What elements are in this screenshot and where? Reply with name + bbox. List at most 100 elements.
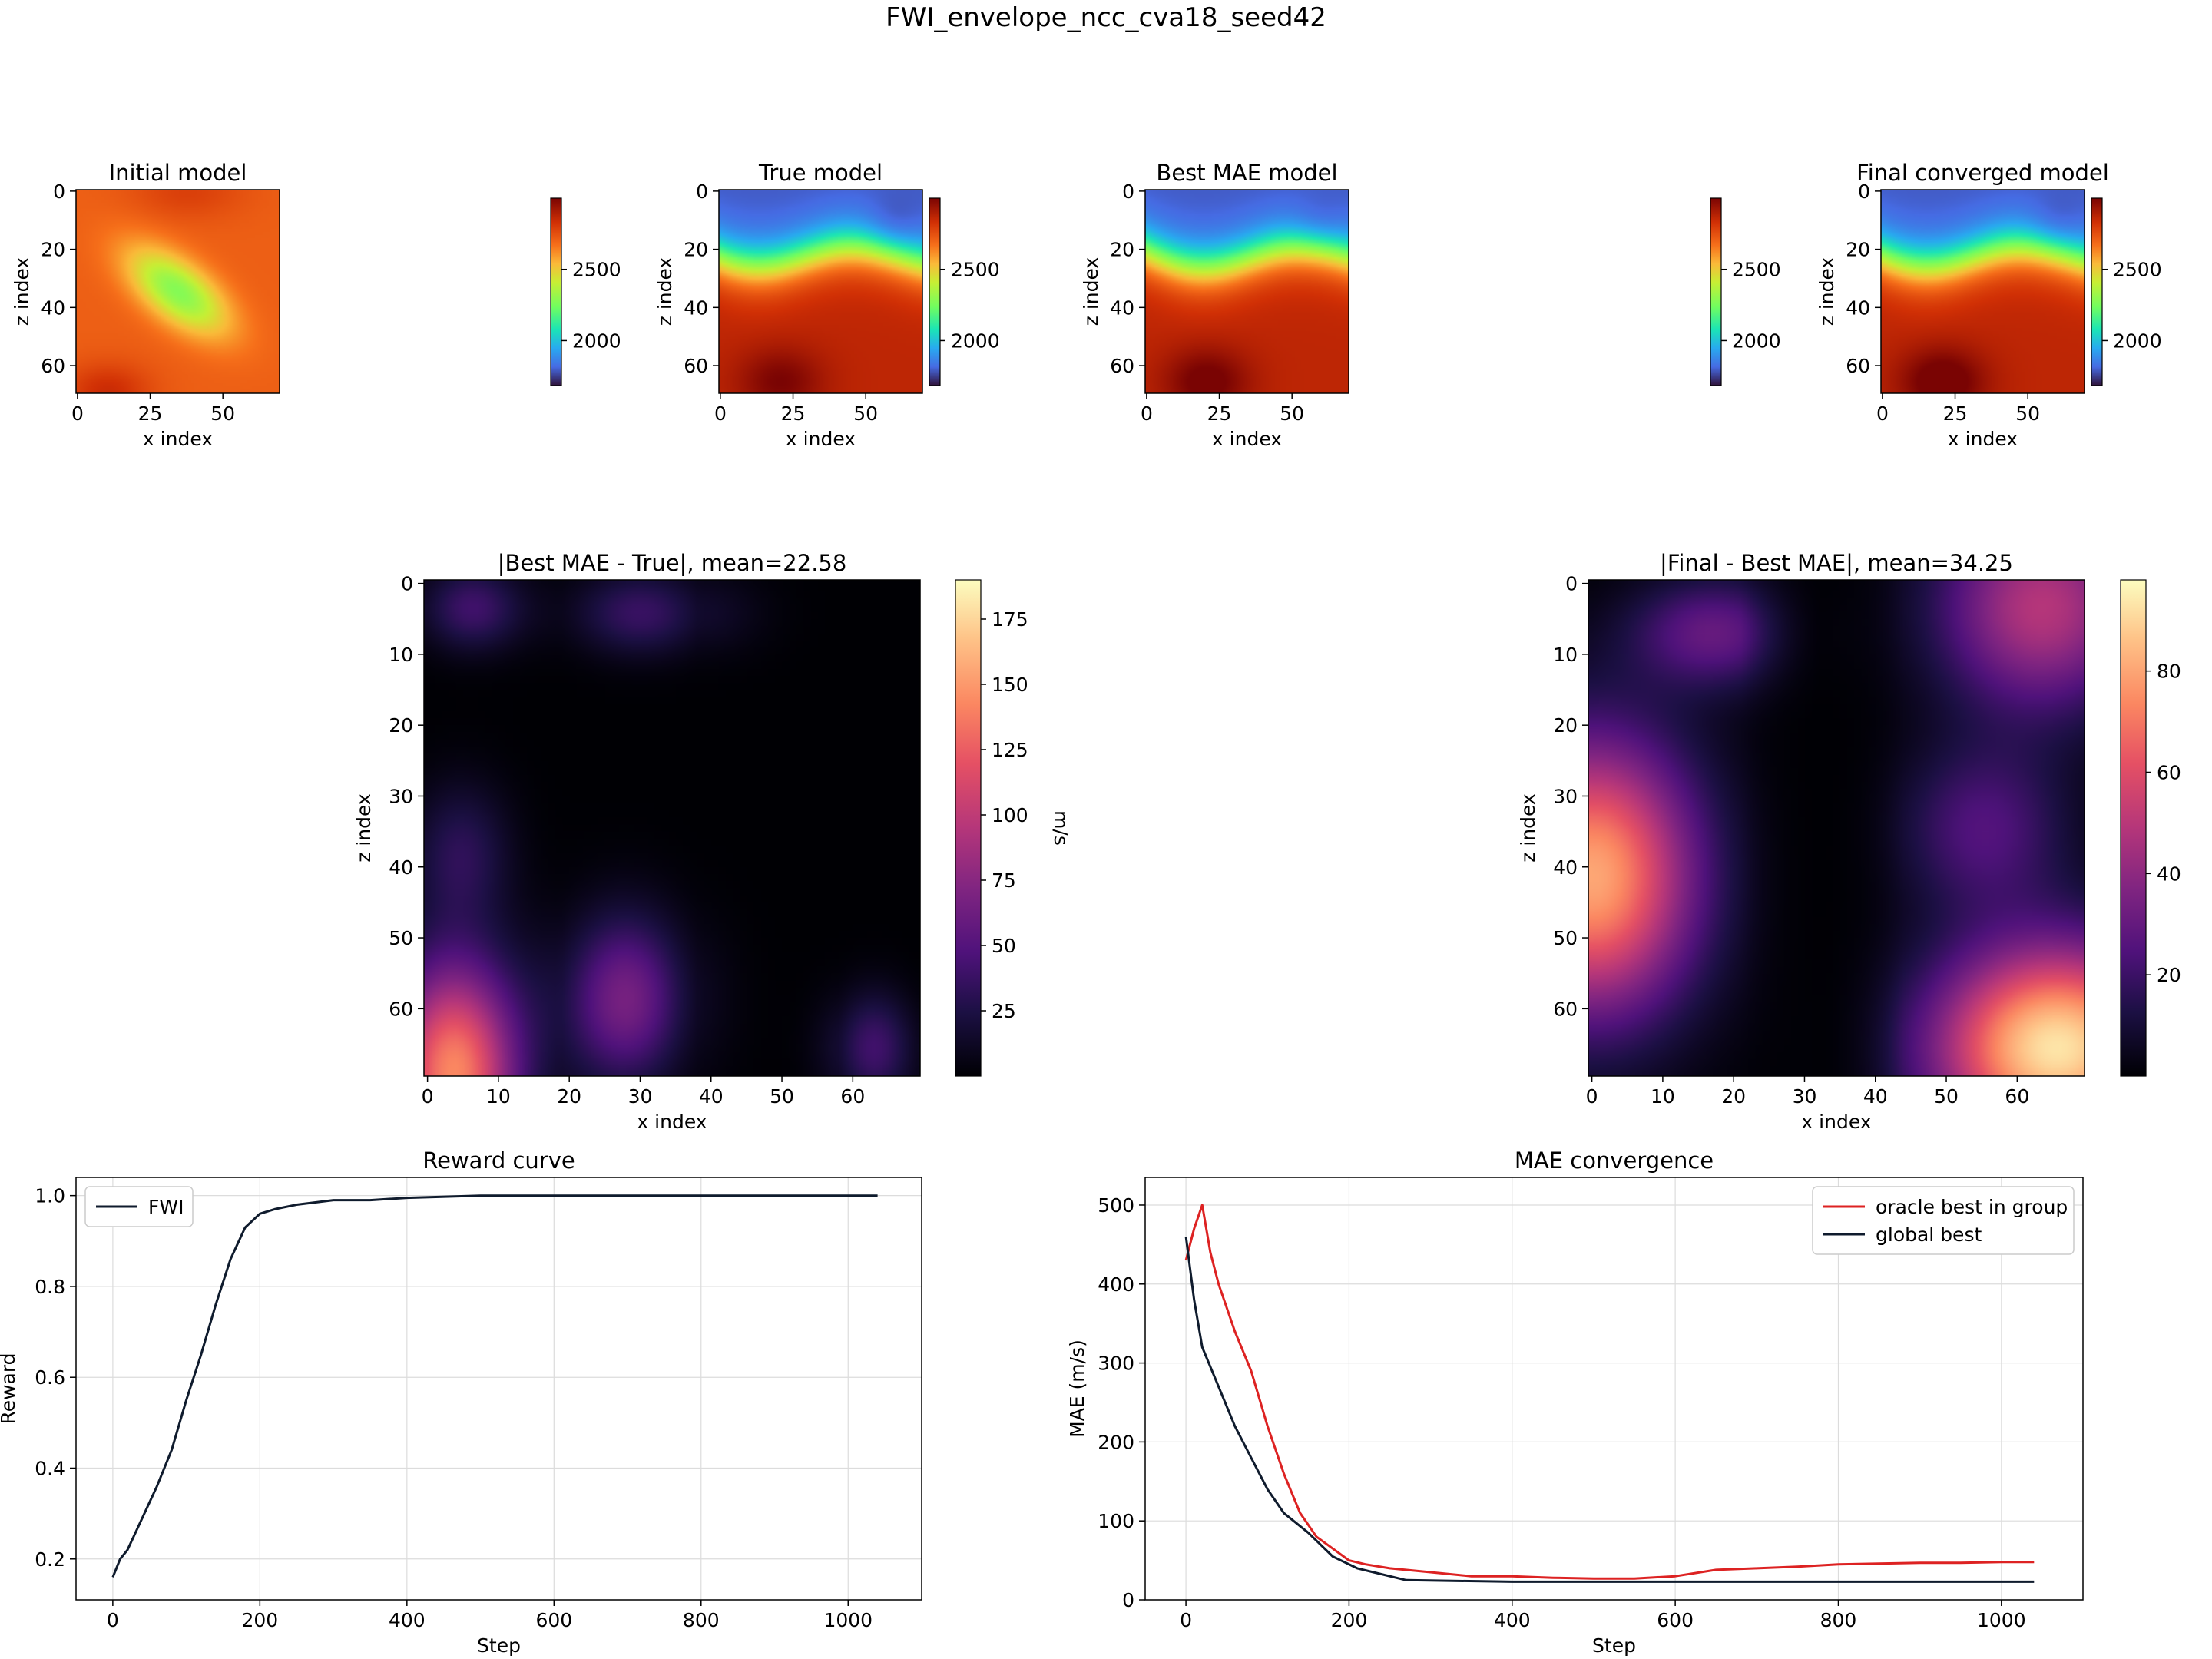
legend: FWI (84, 1186, 194, 1227)
colorbar-tick-label: 80 (2157, 661, 2181, 683)
x-tick-label: 1000 (823, 1609, 873, 1631)
colorbar (955, 579, 982, 1077)
y-axis-label: z index (353, 793, 375, 862)
x-tick-label: 25 (138, 402, 163, 425)
plot-frame (423, 579, 921, 1077)
y-tick-label: 400 (1098, 1273, 1134, 1296)
plot-frame (75, 1177, 922, 1601)
y-tick-label: 60 (1846, 355, 1870, 377)
x-tick-label: 30 (1793, 1085, 1817, 1108)
x-axis-label: x index (1801, 1111, 1871, 1133)
x-tick-label: 50 (1934, 1085, 1959, 1108)
series-line-0 (1184, 1204, 2035, 1580)
y-axis-label: z index (1517, 793, 1539, 862)
x-axis-label: x index (143, 428, 213, 450)
y-tick-label: 40 (1110, 296, 1134, 319)
heatmap-image (1881, 190, 2085, 393)
y-tick-label: 10 (389, 644, 413, 666)
x-tick-label: 0 (1141, 402, 1153, 425)
x-tick-label: 600 (1657, 1609, 1694, 1631)
colorbar-tick-label: 50 (992, 935, 1016, 957)
x-tick-label: 800 (1820, 1609, 1857, 1631)
legend-box (1812, 1186, 2075, 1255)
y-tick-label: 20 (1110, 239, 1134, 261)
y-tick-label: 0 (53, 180, 65, 203)
legend-label: oracle best in group (1876, 1196, 2068, 1218)
y-tick-label: 30 (1553, 785, 1578, 807)
y-tick-label: 0.4 (35, 1457, 65, 1479)
x-tick-label: 0 (1876, 402, 1889, 425)
colorbar-tick-label: 2000 (951, 329, 1000, 352)
plot-frame (1144, 1177, 2084, 1601)
y-tick-label: 0 (401, 573, 413, 595)
legend-box (84, 1186, 194, 1227)
y-tick-label: 40 (1553, 856, 1578, 879)
x-axis-label: x index (786, 428, 856, 450)
y-tick-label: 30 (389, 785, 413, 807)
plot-frame (75, 189, 280, 394)
x-tick-label: 1000 (1977, 1609, 2026, 1631)
y-tick-label: 60 (41, 355, 65, 377)
panel-4: |Best MAE - True|, mean=22.58 0 10 20 30 40 50… (353, 550, 1072, 1133)
colorbar-tick-label: 75 (992, 869, 1016, 892)
y-axis-label: Reward (0, 1353, 19, 1424)
x-tick-label: 600 (535, 1609, 572, 1631)
y-tick-label: 20 (684, 239, 708, 261)
heatmap-image (719, 190, 922, 393)
y-tick-label: 20 (1553, 714, 1578, 737)
y-tick-label: 0.8 (35, 1276, 65, 1298)
colorbar (2091, 197, 2103, 386)
y-tick-label: 500 (1098, 1194, 1134, 1217)
y-tick-label: 0 (1122, 1589, 1134, 1611)
x-tick-label: 400 (389, 1609, 426, 1631)
x-tick-label: 10 (1651, 1085, 1675, 1108)
panel-title: True model (758, 160, 882, 186)
colorbar-label: m/s (1050, 810, 1072, 846)
panel-title: |Final - Best MAE|, mean=34.25 (1660, 550, 2013, 576)
y-tick-label: 60 (1553, 998, 1578, 1020)
x-axis-label: Step (477, 1634, 521, 1657)
x-tick-label: 0 (1180, 1609, 1192, 1631)
colorbar-tick-label: 100 (992, 804, 1028, 826)
y-tick-label: 60 (389, 998, 413, 1020)
y-tick-label: 50 (389, 927, 413, 949)
y-tick-label: 50 (1553, 927, 1578, 949)
panel-title: |Best MAE - True|, mean=22.58 (498, 550, 847, 576)
x-tick-label: 0 (714, 402, 727, 425)
x-tick-label: 60 (2005, 1085, 2029, 1108)
colorbar-tick-label: 2500 (1732, 259, 1781, 281)
y-tick-label: 20 (389, 714, 413, 737)
colorbar-tick-label: 2000 (1732, 329, 1781, 352)
y-tick-label: 100 (1098, 1510, 1134, 1532)
panel-title: Reward curve (422, 1147, 575, 1174)
x-tick-label: 40 (699, 1085, 724, 1108)
y-axis-label: z index (1080, 257, 1102, 326)
y-tick-label: 20 (1846, 239, 1870, 261)
colorbar (550, 197, 562, 386)
x-tick-label: 50 (210, 402, 235, 425)
colorbar (2120, 579, 2147, 1077)
x-tick-label: 10 (486, 1085, 511, 1108)
y-tick-label: 300 (1098, 1353, 1134, 1375)
colorbar-tick-label: 2500 (2113, 259, 2162, 281)
x-axis-label: x index (637, 1111, 707, 1133)
y-tick-label: 40 (684, 296, 708, 319)
panel-7: 0 200 400 600 800 1000 0 100 200 300 400 500 MAE con… (1066, 1147, 2084, 1657)
y-tick-label: 0 (1122, 180, 1134, 203)
panel-1: True model 0 20 40 60 0 25 50 x index z index 2000… (654, 160, 1000, 450)
x-tick-label: 25 (1943, 402, 1968, 425)
plot-frame (1588, 579, 2085, 1077)
x-tick-label: 0 (1586, 1085, 1598, 1108)
colorbar (929, 197, 941, 386)
y-tick-label: 1.0 (35, 1185, 65, 1207)
panel-title: MAE convergence (1515, 1147, 1714, 1174)
x-tick-label: 50 (853, 402, 878, 425)
heatmap-image (424, 580, 920, 1076)
y-tick-label: 0 (1858, 180, 1870, 203)
series-line-0 (111, 1194, 878, 1578)
colorbar (1710, 197, 1722, 386)
y-tick-label: 20 (41, 239, 65, 261)
plot-frame (1144, 189, 1349, 394)
